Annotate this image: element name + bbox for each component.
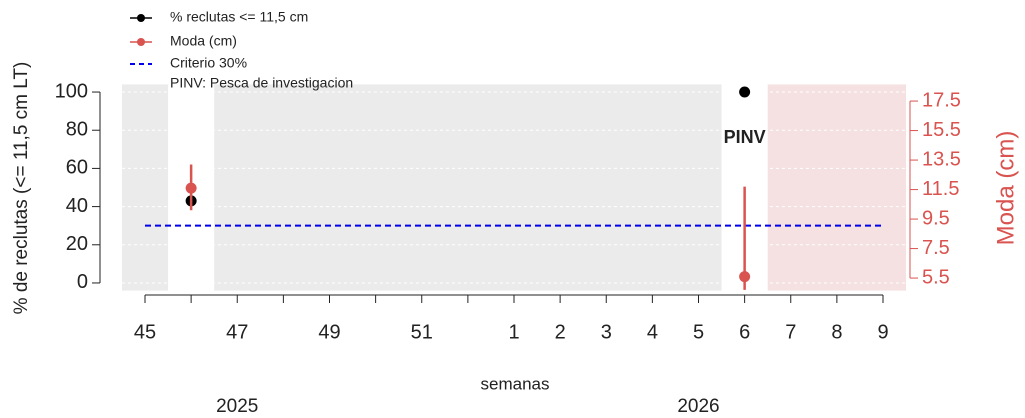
x-tick-label: 6	[739, 321, 750, 343]
y-tick-label: 40	[66, 195, 88, 217]
legend-marker	[137, 14, 145, 22]
x-tick-label: 51	[411, 321, 433, 343]
legend-marker	[137, 38, 145, 46]
x-tick-label: 4	[647, 321, 658, 343]
x-tick-label: 3	[601, 321, 612, 343]
shade-region	[767, 84, 907, 291]
y-tick-label: 80	[66, 119, 88, 141]
year-label: 2025	[216, 396, 258, 417]
x-tick-label: 7	[785, 321, 796, 343]
y2-axis-label: Moda (cm)	[992, 131, 1019, 246]
x-axis-label: semanas	[481, 374, 550, 393]
x-tick-label: 47	[226, 321, 248, 343]
point	[739, 271, 751, 283]
y-tick-label: 60	[66, 157, 88, 179]
y2-tick-label: 15.5	[922, 119, 961, 141]
legend-label: PINV: Pesca de investigacion	[170, 75, 353, 91]
point	[739, 86, 751, 98]
legend-label: Criterio 30%	[170, 55, 247, 71]
shade-region	[214, 84, 722, 291]
legend-label: % reclutas <= 11,5 cm	[170, 9, 308, 25]
y-axis-label: % de reclutas (<= 11,5 cm LT)	[11, 62, 32, 315]
x-tick-label: 8	[831, 321, 842, 343]
x-tick-label: 45	[134, 321, 156, 343]
x-tick-label: 49	[318, 321, 340, 343]
y-tick-label: 100	[55, 80, 88, 102]
annotation: PINV	[724, 127, 766, 147]
y2-tick-label: 7.5	[922, 237, 950, 259]
y2-tick-label: 9.5	[922, 207, 950, 229]
y-tick-label: 0	[77, 271, 88, 293]
x-tick-label: 9	[877, 321, 888, 343]
point	[185, 182, 197, 194]
y2-tick-label: 5.5	[922, 266, 950, 288]
year-label: 2026	[677, 396, 719, 417]
x-tick-label: 5	[693, 321, 704, 343]
y2-tick-label: 11.5	[922, 178, 959, 200]
y2-tick-label: 13.5	[922, 148, 961, 170]
legend-label: Moda (cm)	[170, 33, 237, 49]
x-tick-label: 2	[555, 321, 566, 343]
y-tick-label: 20	[66, 233, 88, 255]
y2-tick-label: 17.5	[922, 89, 961, 111]
shade-region	[121, 84, 169, 291]
x-tick-label: 1	[508, 321, 519, 343]
